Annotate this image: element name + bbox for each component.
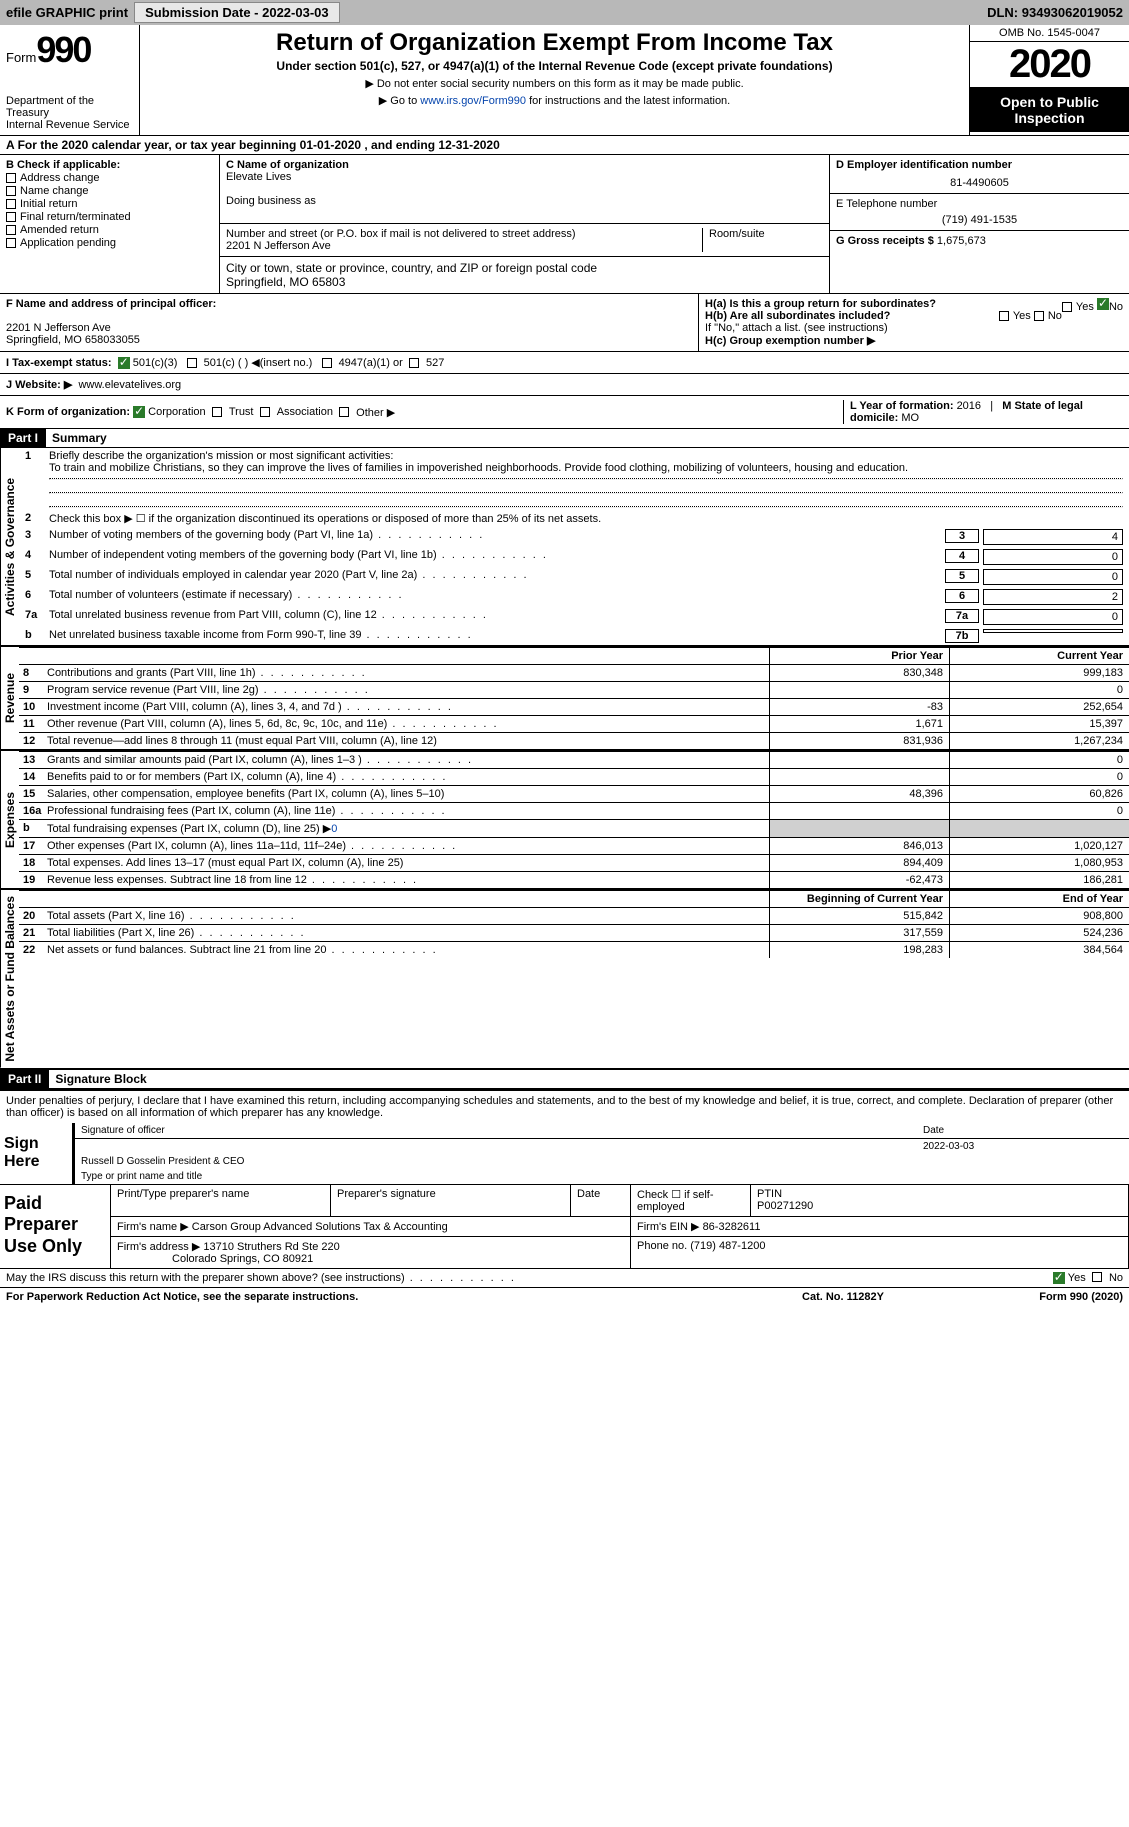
check-icon xyxy=(133,406,145,418)
top-toolbar: efile GRAPHIC print Submission Date - 20… xyxy=(0,0,1129,25)
section-governance: Activities & Governance 1Briefly describ… xyxy=(0,448,1129,647)
box-b: B Check if applicable: Address change Na… xyxy=(0,155,220,293)
row-i: I Tax-exempt status: 501(c)(3) 501(c) ( … xyxy=(0,352,1129,374)
check-icon xyxy=(118,357,130,369)
row-fh: F Name and address of principal officer:… xyxy=(0,294,1129,352)
row-bcde: B Check if applicable: Address change Na… xyxy=(0,155,1129,294)
section-netassets: Net Assets or Fund Balances Beginning of… xyxy=(0,890,1129,1070)
check-icon xyxy=(1053,1272,1065,1284)
box-h: H(a) Is this a group return for subordin… xyxy=(699,294,1129,351)
discuss-row: May the IRS discuss this return with the… xyxy=(0,1269,1129,1288)
submission-date-btn[interactable]: Submission Date - 2022-03-03 xyxy=(134,2,340,23)
footer: For Paperwork Reduction Act Notice, see … xyxy=(0,1288,1129,1306)
efile-label: efile GRAPHIC print xyxy=(6,5,128,20)
line-a: A For the 2020 calendar year, or tax yea… xyxy=(0,136,1129,155)
tab-netassets: Net Assets or Fund Balances xyxy=(0,890,19,1068)
part1-header: Part ISummary xyxy=(0,429,1129,448)
fundraising-link[interactable]: 0 xyxy=(331,823,337,835)
header-right: OMB No. 1545-0047 2020 Open to Public In… xyxy=(969,25,1129,135)
tab-governance: Activities & Governance xyxy=(0,448,19,645)
box-f: F Name and address of principal officer:… xyxy=(0,294,699,351)
row-j: J Website: ▶ www.elevatelives.org xyxy=(0,374,1129,396)
part2-header: Part IISignature Block xyxy=(0,1070,1129,1089)
form-title: Return of Organization Exempt From Incom… xyxy=(144,29,965,57)
section-revenue: Revenue Prior YearCurrent Year 8Contribu… xyxy=(0,647,1129,751)
header-left: Form990 Department of the Treasury Inter… xyxy=(0,25,140,135)
tab-revenue: Revenue xyxy=(0,647,19,749)
section-expenses: Expenses 13Grants and similar amounts pa… xyxy=(0,751,1129,890)
box-de: D Employer identification number81-44906… xyxy=(829,155,1129,293)
irs-link[interactable]: www.irs.gov/Form990 xyxy=(420,95,526,107)
declaration: Under penalties of perjury, I declare th… xyxy=(0,1089,1129,1123)
paid-preparer: Paid Preparer Use Only Print/Type prepar… xyxy=(0,1185,1129,1269)
row-klm: K Form of organization: Corporation Trus… xyxy=(0,396,1129,429)
sign-here: Sign Here Signature of officerDate 2022-… xyxy=(0,1123,1129,1185)
checkbox-no-icon xyxy=(1097,298,1109,310)
form-header: Form990 Department of the Treasury Inter… xyxy=(0,25,1129,136)
header-center: Return of Organization Exempt From Incom… xyxy=(140,25,969,135)
box-c: C Name of organizationElevate LivesDoing… xyxy=(220,155,829,293)
dln-label: DLN: 93493062019052 xyxy=(987,5,1123,20)
tab-expenses: Expenses xyxy=(0,751,19,888)
